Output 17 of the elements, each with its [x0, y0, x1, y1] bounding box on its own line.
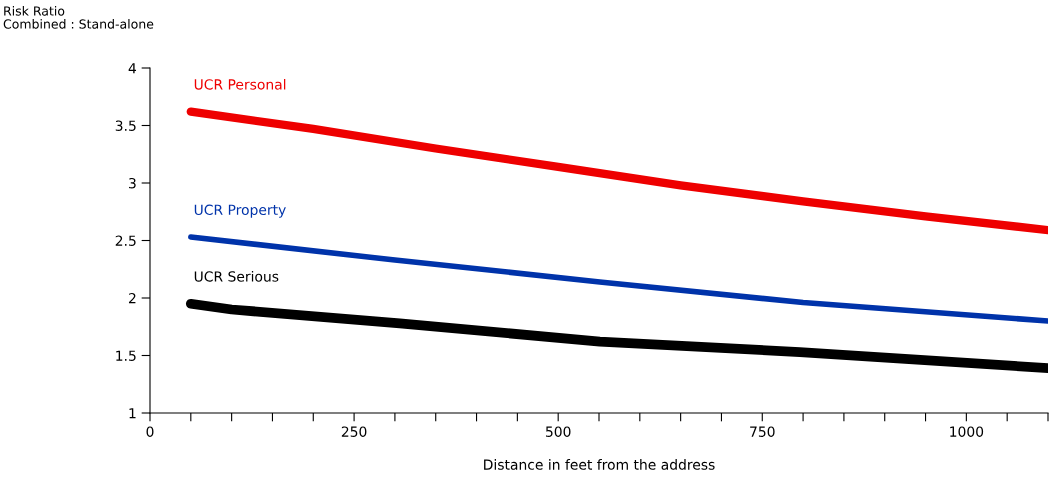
x-tick-label: 250 [341, 426, 367, 437]
series-label: UCR Serious [194, 270, 279, 282]
x-tick-label: 0 [146, 426, 154, 437]
x-tick-label: 750 [750, 426, 775, 437]
series-label: UCR Personal [194, 78, 286, 90]
y-tick-label: 1.5 [116, 350, 136, 361]
x-tick-label: 1000 [950, 426, 984, 437]
y-tick-label: 2 [128, 292, 136, 304]
x-axis-title: Distance in feet from the address [484, 459, 715, 470]
y-tick-label: 1 [129, 408, 136, 419]
y-tick-label: 3.5 [115, 120, 136, 131]
series-label: UCR Property [194, 204, 286, 218]
x-tick-label: 500 [546, 426, 571, 437]
y-tick-label: 2.5 [115, 235, 136, 246]
y-axis-title: Risk Ratio Combined : Stand-alone [3, 6, 154, 29]
y-tick-label: 4 [128, 63, 137, 74]
y-tick-label: 3 [129, 177, 136, 189]
